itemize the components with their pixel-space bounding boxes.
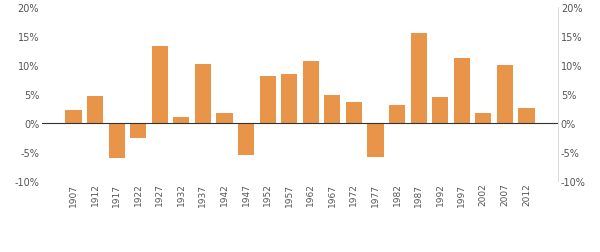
Bar — [260, 77, 276, 123]
Bar — [497, 66, 513, 123]
Bar — [238, 123, 254, 155]
Bar — [454, 58, 470, 123]
Bar — [195, 64, 211, 123]
Bar — [410, 34, 427, 123]
Bar — [324, 96, 340, 123]
Bar — [346, 103, 362, 123]
Bar — [130, 123, 146, 138]
Bar — [367, 123, 383, 157]
Bar — [518, 108, 535, 123]
Bar — [173, 118, 190, 123]
Bar — [217, 114, 233, 123]
Bar — [65, 111, 82, 123]
Bar — [152, 47, 168, 123]
Bar — [389, 106, 405, 123]
Bar — [475, 114, 491, 123]
Bar — [87, 96, 103, 123]
Bar — [281, 75, 298, 123]
Bar — [302, 61, 319, 123]
Bar — [432, 98, 448, 123]
Bar — [109, 123, 125, 158]
